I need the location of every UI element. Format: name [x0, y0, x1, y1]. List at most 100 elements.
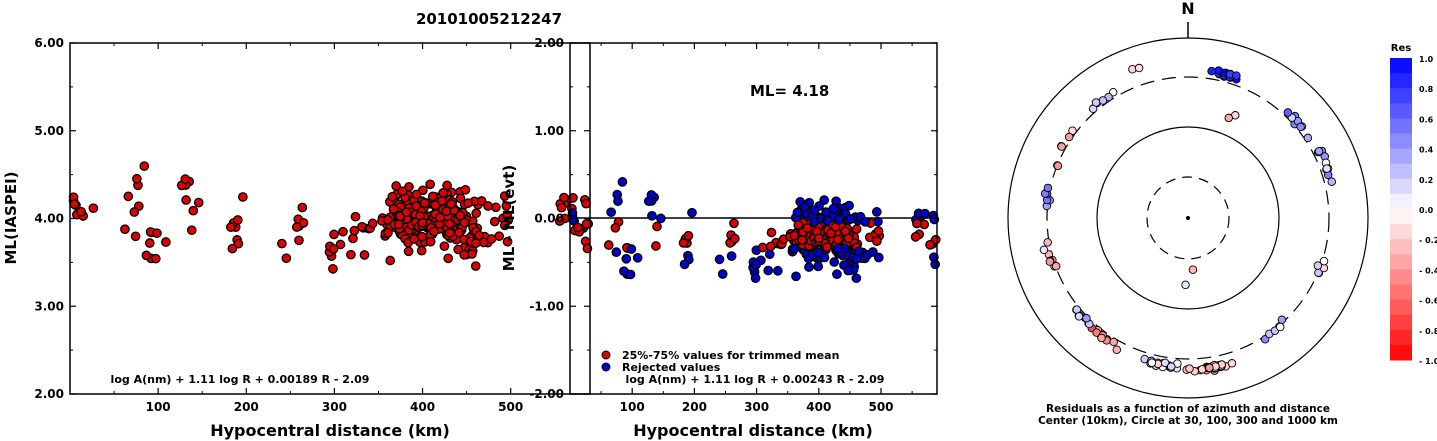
y-tick-label: -2.00	[529, 387, 564, 401]
station-point	[499, 191, 510, 201]
residual-point	[646, 190, 657, 200]
x-tick-label: 400	[410, 400, 435, 414]
residual-point	[572, 222, 583, 233]
polar-caption-2: Center (10km), Circle at 30, 100, 300 an…	[1038, 415, 1338, 427]
residual-point	[611, 247, 622, 257]
colorbar-title: Res	[1391, 43, 1411, 54]
colorbar-tick-label: - 0.8	[1419, 327, 1437, 336]
station-point	[328, 244, 339, 254]
y-tick-label: -1.00	[529, 299, 564, 313]
residual-point	[843, 233, 854, 244]
station-point	[459, 217, 470, 228]
polar-station	[1039, 245, 1049, 255]
residual-point	[872, 236, 882, 247]
colorbar-cell	[1390, 178, 1412, 195]
residual-point	[851, 273, 862, 284]
polar-station	[1275, 322, 1285, 332]
station-point	[383, 228, 393, 238]
polar-station	[1109, 337, 1118, 347]
residual-point	[617, 177, 628, 187]
station-point	[181, 195, 191, 205]
residual-point	[729, 233, 740, 244]
residual-point	[871, 207, 882, 217]
p2-points	[567, 177, 941, 284]
polar-station	[1074, 312, 1084, 321]
station-point	[382, 214, 393, 225]
station-point	[494, 231, 505, 242]
legend-red-label: 25%-75% values for trimmed mean	[622, 349, 839, 362]
residual-point	[925, 239, 935, 250]
legend-red-marker	[601, 350, 611, 360]
legend-blue-marker	[601, 362, 611, 372]
p2-ylabel: ML - ML(evt)	[500, 165, 518, 271]
y-tick-label: 0.00	[534, 212, 564, 226]
polar-station	[1205, 363, 1214, 373]
p2-xlabel: Hypocentral distance (km)	[633, 421, 873, 440]
colorbar-cell	[1390, 284, 1412, 301]
legend-blue-label: Rejected values	[622, 361, 721, 374]
polar-station	[1224, 113, 1234, 123]
y-tick-label: 5.00	[34, 124, 64, 138]
north-label: N	[1181, 0, 1194, 18]
p1-points	[68, 161, 594, 274]
residual-point	[750, 273, 761, 284]
colorbar-ticks: 1.0 0.8 0.6 0.4 0.2 0.0 - 0.2 - 0.4 - 0.6 - 0.8 - …	[1419, 55, 1437, 366]
epicenter	[1186, 216, 1190, 220]
station-point	[444, 228, 455, 238]
station-point	[419, 198, 430, 208]
colorbar-cell	[1390, 269, 1412, 285]
station-point	[391, 181, 402, 191]
polar-caption-1: Residuals as a function of azimuth and d…	[1046, 403, 1330, 415]
station-point	[429, 226, 439, 237]
station-point	[499, 220, 510, 231]
colorbar-cell	[1390, 118, 1412, 134]
polar-station	[1303, 133, 1313, 143]
station-point	[476, 196, 487, 206]
residual-point	[765, 241, 776, 252]
residual-point	[833, 234, 843, 245]
station-point	[141, 250, 152, 261]
residual-point	[819, 195, 830, 205]
station-point	[277, 238, 287, 249]
ring-30km	[1146, 176, 1230, 260]
p2-ticks: 100 200 300 400 500 -2.00 -1.00 0.00 1.00 2.00	[529, 36, 937, 414]
y-tick-label: 6.00	[34, 36, 64, 50]
residual-point	[763, 265, 774, 276]
station-point	[467, 249, 477, 259]
residual-point	[920, 208, 930, 219]
ml-residual-chart: 100 200 300 400 500 -2.00 -1.00 0.00 1.00 2.00 Hy…	[500, 36, 941, 440]
colorbar-cells	[1390, 58, 1412, 361]
polar-station	[1322, 164, 1332, 173]
colorbar-cell	[1390, 314, 1412, 331]
residual-point	[729, 218, 739, 229]
polar-points	[1039, 63, 1337, 376]
polar-station	[1064, 132, 1074, 142]
station-point	[460, 184, 471, 195]
station-point	[225, 222, 236, 232]
residual-point	[802, 223, 813, 233]
station-point	[294, 235, 304, 246]
polar-station	[1128, 65, 1137, 74]
polar-station	[1097, 333, 1106, 343]
colorbar-cell	[1390, 148, 1412, 165]
residual-point	[851, 224, 862, 234]
residual-point	[772, 265, 783, 276]
residual-colorbar: Res 1.0 0.8 0.6 0.4 0.2 0.0 - 0.2 - 0.4 - 0.6 - 0…	[1390, 43, 1437, 366]
station-point	[454, 227, 464, 238]
residual-point	[632, 252, 643, 263]
station-point	[489, 216, 500, 227]
residual-point	[873, 226, 884, 236]
station-point	[417, 231, 427, 242]
colorbar-tick-label: 1.0	[1419, 55, 1434, 64]
colorbar-cell	[1390, 163, 1412, 180]
station-point	[123, 191, 134, 202]
figure-title: 20101005212247	[416, 10, 562, 28]
station-point	[439, 241, 450, 252]
station-point	[130, 231, 141, 242]
residual-point	[829, 257, 840, 267]
polar-station	[1053, 161, 1063, 171]
station-point	[401, 207, 412, 218]
residual-point	[809, 205, 820, 216]
residual-point	[910, 231, 921, 242]
